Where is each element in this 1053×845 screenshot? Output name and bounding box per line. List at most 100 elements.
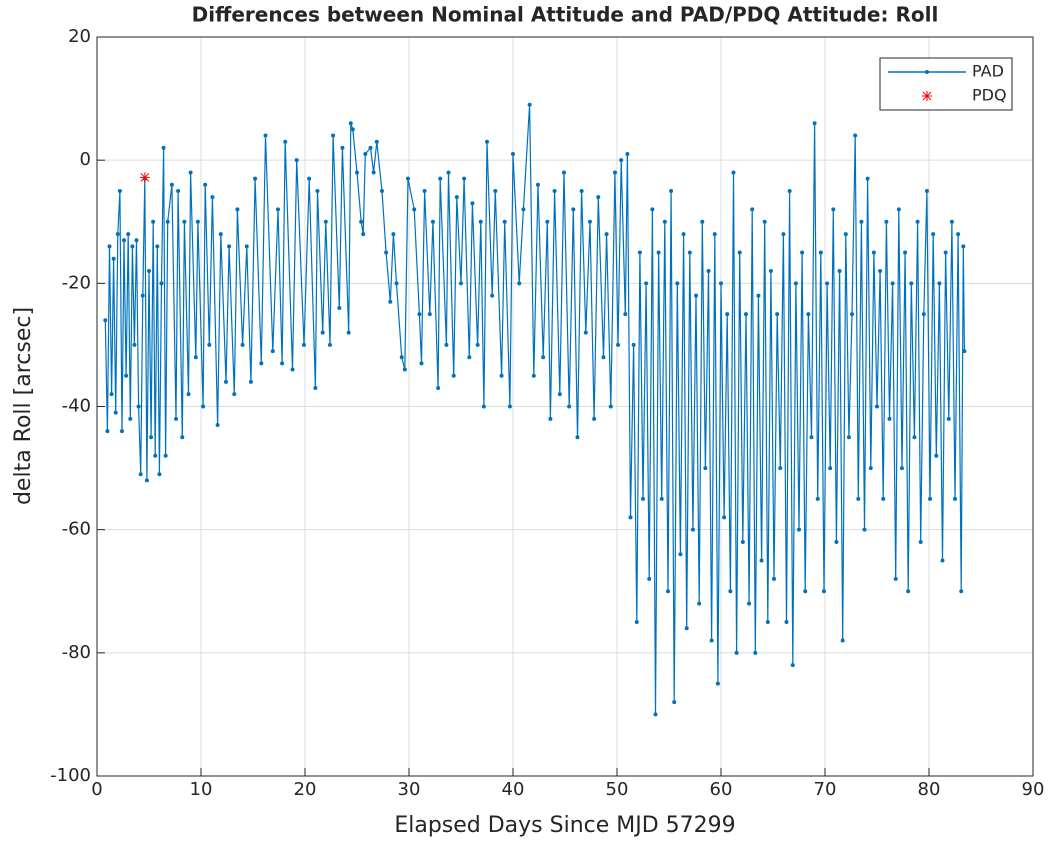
data-point xyxy=(151,219,156,224)
data-point xyxy=(169,182,174,187)
data-point xyxy=(270,349,275,354)
data-point xyxy=(940,558,945,563)
data-point xyxy=(210,195,215,200)
data-point xyxy=(781,232,786,237)
data-point xyxy=(253,176,258,181)
legend-marker xyxy=(922,91,932,101)
data-point xyxy=(561,170,566,175)
data-point xyxy=(193,355,198,360)
data-point xyxy=(462,176,467,181)
data-point xyxy=(722,515,727,520)
data-point xyxy=(787,188,792,193)
x-tick-label: 50 xyxy=(606,779,629,800)
data-point xyxy=(475,342,480,347)
data-point xyxy=(313,386,318,391)
data-point xyxy=(144,478,149,483)
data-point xyxy=(596,195,601,200)
data-point xyxy=(132,342,137,347)
data-point xyxy=(743,312,748,317)
data-point xyxy=(374,139,379,144)
data-point xyxy=(818,250,823,255)
data-point xyxy=(307,176,312,181)
data-point xyxy=(182,219,187,224)
data-point xyxy=(881,496,886,501)
data-point xyxy=(656,250,661,255)
data-point xyxy=(809,435,814,440)
data-point xyxy=(579,188,584,193)
data-point xyxy=(797,527,801,532)
data-point xyxy=(601,355,606,360)
data-point xyxy=(678,552,683,557)
data-point xyxy=(541,355,546,360)
legend-label: PAD xyxy=(972,62,1004,81)
data-point xyxy=(619,158,624,163)
data-point xyxy=(454,195,459,200)
data-point xyxy=(134,238,139,243)
data-point xyxy=(949,219,954,224)
data-point xyxy=(906,589,911,594)
data-point xyxy=(379,188,384,193)
data-point xyxy=(859,219,864,224)
data-point xyxy=(207,342,212,347)
data-point xyxy=(840,638,845,643)
data-point xyxy=(884,219,889,224)
data-point xyxy=(918,539,923,544)
data-point xyxy=(837,269,842,274)
data-point xyxy=(765,620,770,625)
data-point xyxy=(294,158,299,163)
data-point xyxy=(157,472,162,477)
data-point xyxy=(709,638,714,643)
data-point xyxy=(715,681,720,686)
data-point xyxy=(850,312,855,317)
data-point xyxy=(203,182,208,187)
data-point xyxy=(690,527,695,532)
y-tick-label: -40 xyxy=(62,396,91,417)
data-point xyxy=(126,232,131,237)
x-tick-label: 40 xyxy=(502,779,525,800)
data-point xyxy=(719,281,723,286)
data-point xyxy=(361,232,366,237)
data-point xyxy=(878,269,883,274)
data-point xyxy=(575,435,580,440)
data-point xyxy=(201,404,206,409)
data-point xyxy=(323,219,328,224)
data-point xyxy=(747,601,752,606)
data-point xyxy=(130,244,135,249)
data-point xyxy=(195,219,200,224)
data-point xyxy=(128,416,133,421)
data-point xyxy=(391,232,396,237)
data-point xyxy=(928,496,933,501)
data-point xyxy=(592,416,597,421)
data-point xyxy=(734,650,739,655)
data-point xyxy=(694,293,699,298)
data-point xyxy=(161,145,166,150)
data-point xyxy=(956,232,961,237)
data-point xyxy=(176,188,181,193)
asterisk-stroke xyxy=(922,91,932,101)
legend-box xyxy=(879,57,1013,111)
data-point xyxy=(119,429,124,434)
data-point xyxy=(240,342,245,347)
data-point xyxy=(762,219,767,224)
data-point xyxy=(725,312,730,317)
data-point xyxy=(105,429,110,434)
data-point xyxy=(348,121,353,126)
data-point xyxy=(631,342,636,347)
data-point xyxy=(768,269,773,274)
data-point xyxy=(275,207,280,212)
data-point xyxy=(248,379,253,384)
data-point xyxy=(368,145,373,150)
x-tick-label: 10 xyxy=(190,779,213,800)
data-point xyxy=(557,392,562,397)
data-point xyxy=(485,139,489,144)
data-point xyxy=(784,620,789,625)
data-point xyxy=(331,133,336,138)
data-point xyxy=(943,250,948,255)
data-point xyxy=(875,404,879,409)
data-point xyxy=(232,392,237,397)
data-point xyxy=(263,133,268,138)
data-point xyxy=(315,188,320,193)
data-point xyxy=(124,373,129,378)
data-point xyxy=(138,472,143,477)
data-point xyxy=(924,188,929,193)
